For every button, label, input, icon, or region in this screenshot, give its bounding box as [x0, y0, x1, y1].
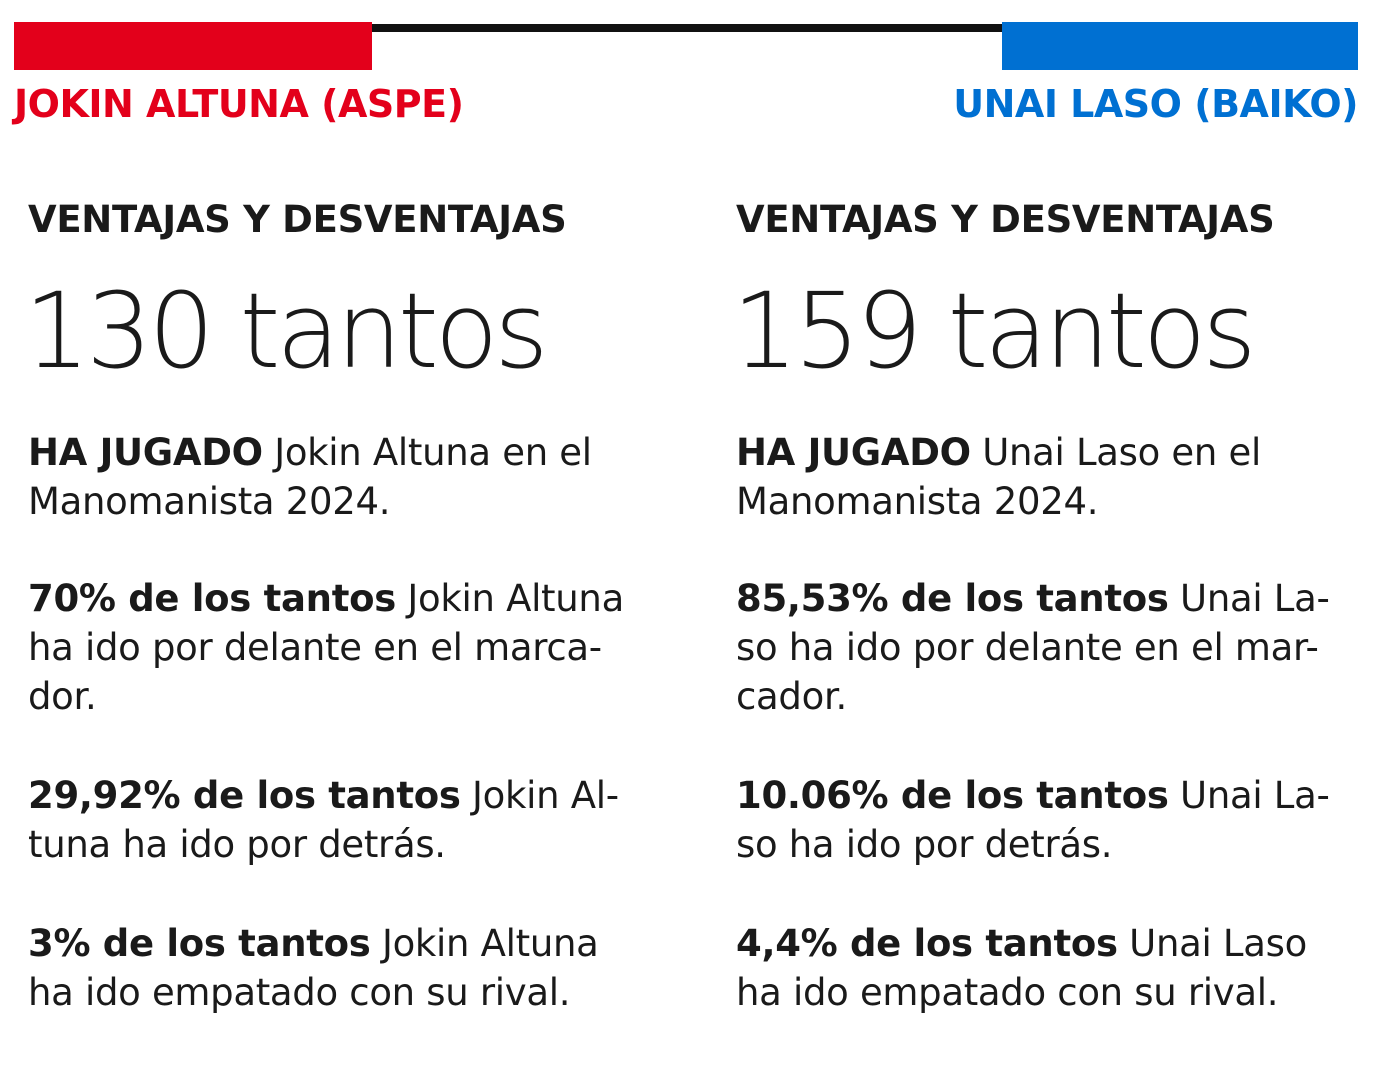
stat-text: Unai Laso en el [970, 431, 1261, 474]
stat-text: so ha ido por delante en el mar- [736, 626, 1319, 669]
left-player-name: JOKIN ALTUNA (ASPE) [14, 82, 464, 126]
stat-text: Unai La- [1168, 774, 1330, 817]
stat-bold: HA JUGADO [28, 431, 263, 474]
right-stat-tied: 4,4% de los tantos Unai Laso ha ido empa… [736, 919, 1373, 1017]
stat-text: Jokin Altuna en el [262, 431, 592, 474]
stat-text: cador. [736, 675, 847, 718]
top-rule [14, 24, 1358, 32]
stat-text: ha ido por delante en el marca- [28, 626, 602, 669]
right-color-bar [1002, 22, 1358, 70]
right-player-name: UNAI LASO (BAIKO) [953, 82, 1358, 126]
right-total-points: 159 tantos [732, 270, 1257, 392]
stat-bold: 70% de los tantos [28, 577, 396, 620]
stat-bold: 4,4% de los tantos [736, 922, 1118, 965]
left-column: VENTAJAS Y DESVENTAJAS 130 tantos HA JUG… [24, 196, 678, 1017]
left-color-bar [14, 22, 372, 70]
stat-bold: 3% de los tantos [28, 922, 371, 965]
right-stat-ahead: 85,53% de los tantos Unai La- so ha ido … [736, 574, 1373, 721]
right-stat-behind: 10.06% de los tantos Unai La- so ha ido … [736, 771, 1373, 869]
stat-text: Unai Laso [1117, 922, 1307, 965]
right-section-title: VENTAJAS Y DESVENTAJAS [736, 198, 1275, 241]
stat-text: tuna ha ido por detrás. [28, 823, 446, 866]
stat-text: dor. [28, 675, 97, 718]
left-total-points: 130 tantos [24, 270, 549, 392]
stat-text: Jokin Altuna [370, 922, 599, 965]
stat-text: Manomanista 2024. [736, 480, 1099, 523]
stat-text: Jokin Altuna [395, 577, 624, 620]
stat-text: Unai La- [1168, 577, 1330, 620]
stat-text: ha ido empatado con su rival. [736, 971, 1279, 1014]
stat-bold: 29,92% de los tantos [28, 774, 461, 817]
left-stat-tied: 3% de los tantos Jokin Altuna ha ido emp… [28, 919, 678, 1017]
left-stat-ahead: 70% de los tantos Jokin Altuna ha ido po… [28, 574, 678, 721]
stat-text: Jokin Al- [460, 774, 619, 817]
left-section-title: VENTAJAS Y DESVENTAJAS [28, 198, 567, 241]
stat-bold: 10.06% de los tantos [736, 774, 1169, 817]
stat-text: ha ido empatado con su rival. [28, 971, 571, 1014]
stat-text: so ha ido por detrás. [736, 823, 1113, 866]
right-column: VENTAJAS Y DESVENTAJAS 159 tantos HA JUG… [732, 196, 1373, 1017]
stat-bold: HA JUGADO [736, 431, 971, 474]
right-stat-played: HA JUGADO Unai Laso en el Manomanista 20… [736, 428, 1373, 526]
stat-bold: 85,53% de los tantos [736, 577, 1169, 620]
stat-text: Manomanista 2024. [28, 480, 391, 523]
left-stat-behind: 29,92% de los tantos Jokin Al- tuna ha i… [28, 771, 678, 869]
left-stat-played: HA JUGADO Jokin Altuna en el Manomanista… [28, 428, 678, 526]
